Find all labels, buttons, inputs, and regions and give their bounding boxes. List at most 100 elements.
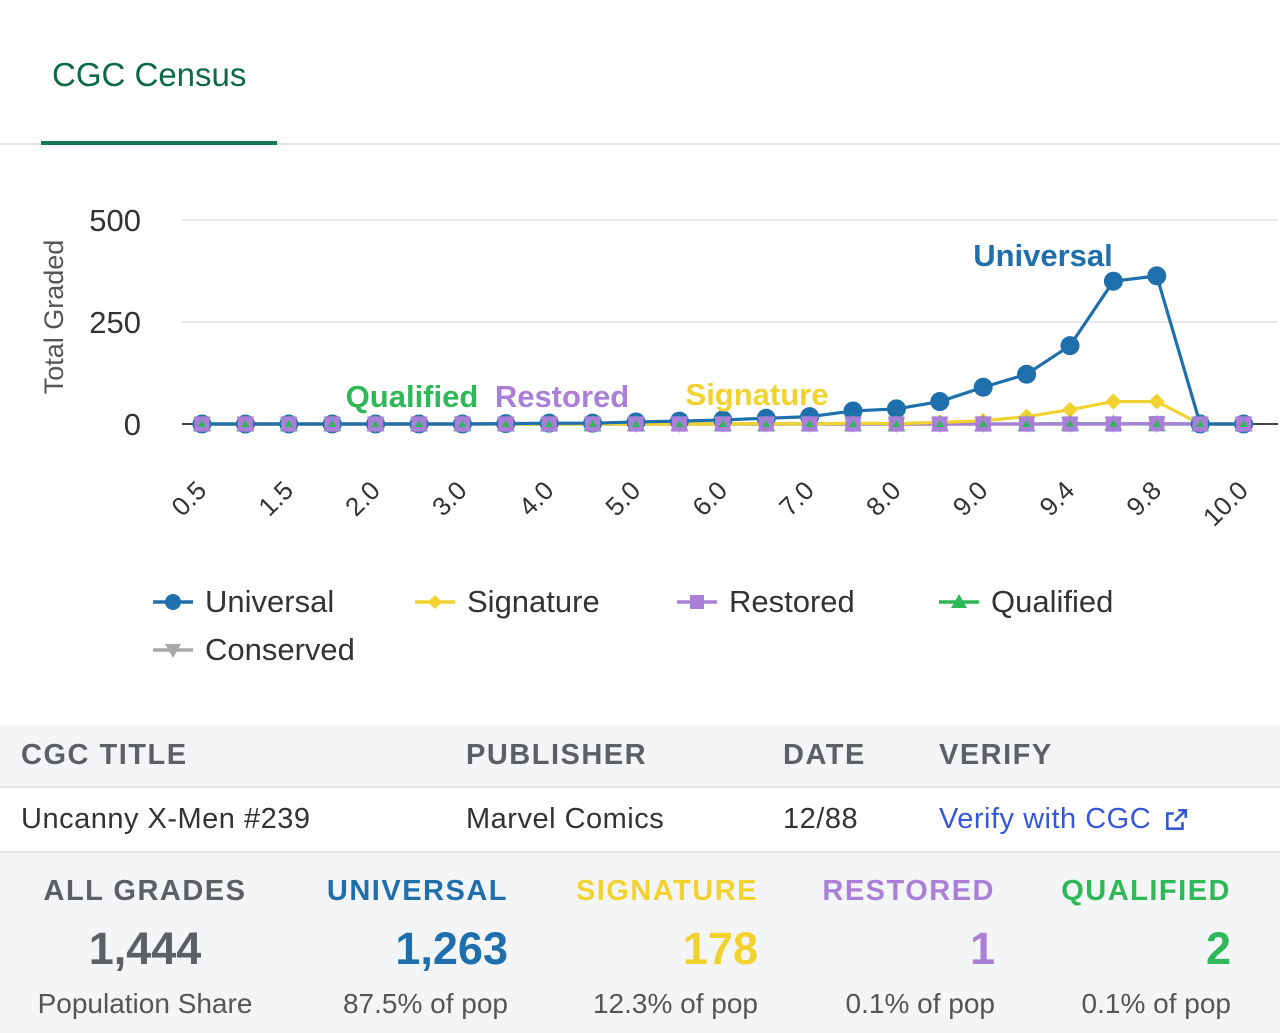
header-date: DATE [783, 739, 866, 771]
data-point [241, 420, 250, 427]
data-point [1239, 420, 1248, 427]
annotation-qualified: Qualified [346, 379, 479, 414]
x-tick-label: 9.4 [1033, 475, 1080, 522]
data-point [843, 401, 863, 421]
population-stats: ALL GRADES 1,444 Population Share UNIVERSAL… [0, 853, 1280, 1033]
stat-sub: 87.5% of pop [342, 988, 508, 1019]
comic-title: Uncanny X-Men #239 [21, 803, 311, 835]
data-point [1152, 420, 1161, 427]
data-point [935, 420, 944, 427]
legend-marker-icon [939, 594, 979, 608]
tab-cgc-census[interactable]: CGC Census [41, 0, 277, 145]
tab-label: CGC Census [52, 56, 247, 93]
data-point [886, 399, 906, 419]
data-point [588, 420, 597, 427]
data-point [1017, 364, 1037, 384]
legend-item-signature[interactable]: Signature [415, 582, 600, 622]
data-point [1066, 419, 1074, 427]
x-tick-label: 9.0 [947, 475, 994, 522]
stat-label: SIGNATURE [575, 875, 758, 907]
data-point [1022, 420, 1031, 427]
legend-item-conserved[interactable]: Conserved [153, 630, 355, 670]
stat-label: QUALIFIED [1061, 875, 1231, 907]
verify-with-cgc-link[interactable]: Verify with CGC [939, 803, 1189, 836]
stat-label: ALL GRADES [43, 875, 247, 907]
table-row: Uncanny X-Men #239 Marvel Comics 12/88 V… [0, 788, 1280, 853]
stat-qualified: QUALIFIED 2 0.1% of pop [991, 853, 1231, 1033]
header-cgc-title: CGC TITLE [21, 739, 188, 771]
data-point [328, 420, 337, 427]
data-point [930, 392, 950, 412]
data-point [1103, 271, 1123, 291]
legend-marker-icon [153, 644, 193, 658]
external-link-icon [1166, 808, 1188, 830]
data-point [1060, 336, 1080, 356]
stat-sub: 12.3% of pop [592, 988, 758, 1019]
stat-sub: 0.1% of pop [845, 988, 995, 1019]
legend-item-qualified[interactable]: Qualified [939, 582, 1113, 622]
data-point [458, 420, 467, 427]
legend-label: Qualified [991, 584, 1114, 619]
header-verify: VERIFY [939, 739, 1053, 771]
data-point [979, 420, 988, 427]
stat-label: UNIVERSAL [326, 875, 508, 907]
annotation-restored: Restored [495, 379, 629, 414]
data-point [1105, 393, 1122, 410]
data-point [632, 420, 640, 427]
data-point [973, 377, 993, 397]
data-point [675, 420, 684, 427]
x-tick-label: 0.5 [165, 475, 212, 522]
data-point [198, 420, 206, 427]
x-tick-label: 1.5 [252, 475, 299, 522]
legend-item-universal[interactable]: Universal [153, 582, 334, 622]
comic-date: 12/88 [783, 803, 859, 835]
y-axis-title: Total Graded [39, 240, 69, 395]
y-tick-label: 0 [124, 407, 141, 442]
data-point [501, 420, 510, 427]
legend-item-restored[interactable]: Restored [677, 582, 855, 622]
annotation-universal: Universal [973, 238, 1113, 273]
data-point [1109, 419, 1118, 427]
x-tick-label: 6.0 [686, 475, 733, 522]
table-header: CGC TITLE PUBLISHER DATE VERIFY [0, 725, 1280, 788]
stat-all-grades: ALL GRADES 1,444 Population Share [5, 853, 285, 1033]
legend-label: Signature [467, 584, 600, 619]
data-point [415, 420, 423, 427]
legend-label: Restored [729, 584, 855, 619]
data-point [762, 420, 771, 427]
tab-bar: CGC Census [0, 0, 1280, 145]
legend-label: Conserved [205, 632, 355, 667]
data-point [849, 420, 857, 427]
header-publisher: PUBLISHER [466, 739, 648, 771]
verify-link-label: Verify with CGC [939, 803, 1152, 835]
x-tick-label: 4.0 [513, 475, 560, 522]
census-chart: 0 250 500 Total Graded 0.5 1.5 2.0 3.0 4.0 5.0 6.0… [39, 203, 1278, 532]
data-point [718, 420, 727, 427]
stat-value: 1,263 [395, 923, 508, 974]
annotation-signature: Signature [686, 377, 829, 412]
x-tick-label: 7.0 [773, 475, 820, 522]
y-tick-label: 500 [89, 203, 141, 238]
x-tick-label: 5.0 [599, 475, 646, 522]
data-point [1147, 266, 1167, 286]
data-point [892, 420, 901, 427]
stat-sub: Population Share [37, 988, 253, 1019]
stat-value: 1 [969, 923, 995, 974]
x-tick-label: 3.0 [426, 475, 473, 522]
stat-universal: UNIVERSAL 1,263 87.5% of pop [268, 853, 508, 1033]
legend-label: Universal [205, 584, 335, 619]
legend-marker-icon [153, 594, 193, 610]
stat-value: 2 [1205, 923, 1231, 974]
x-tick-label: 9.8 [1120, 475, 1167, 522]
stat-value: 178 [682, 923, 758, 974]
data-point [371, 420, 380, 427]
data-point [1062, 401, 1078, 418]
stat-label: RESTORED [822, 875, 995, 907]
legend-marker-icon [415, 595, 455, 609]
comic-publisher: Marvel Comics [466, 803, 665, 835]
stat-value: 1,444 [88, 923, 202, 974]
x-tick-label: 8.0 [860, 475, 907, 522]
legend-marker-icon [677, 595, 717, 609]
data-point [545, 420, 554, 427]
data-point [1148, 393, 1165, 410]
